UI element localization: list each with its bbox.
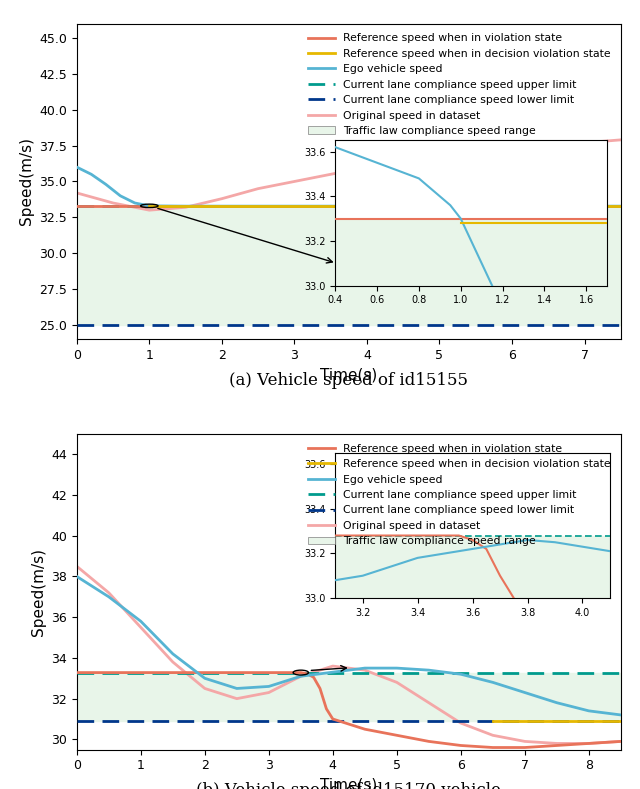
Y-axis label: Speed(m/s): Speed(m/s) bbox=[19, 137, 34, 226]
Y-axis label: Speed(m/s): Speed(m/s) bbox=[31, 548, 45, 636]
Bar bbox=[77, 206, 621, 325]
Title: (a) Vehicle speed of id15155: (a) Vehicle speed of id15155 bbox=[229, 372, 468, 389]
X-axis label: Time(s): Time(s) bbox=[320, 778, 378, 789]
Title: (b) Vehicle speed of id15170 vehicle: (b) Vehicle speed of id15170 vehicle bbox=[196, 782, 501, 789]
X-axis label: Time(s): Time(s) bbox=[320, 368, 378, 383]
Legend: Reference speed when in violation state, Reference speed when in decision violat: Reference speed when in violation state,… bbox=[303, 439, 616, 551]
Legend: Reference speed when in violation state, Reference speed when in decision violat: Reference speed when in violation state,… bbox=[303, 29, 616, 140]
Bar bbox=[77, 672, 621, 721]
